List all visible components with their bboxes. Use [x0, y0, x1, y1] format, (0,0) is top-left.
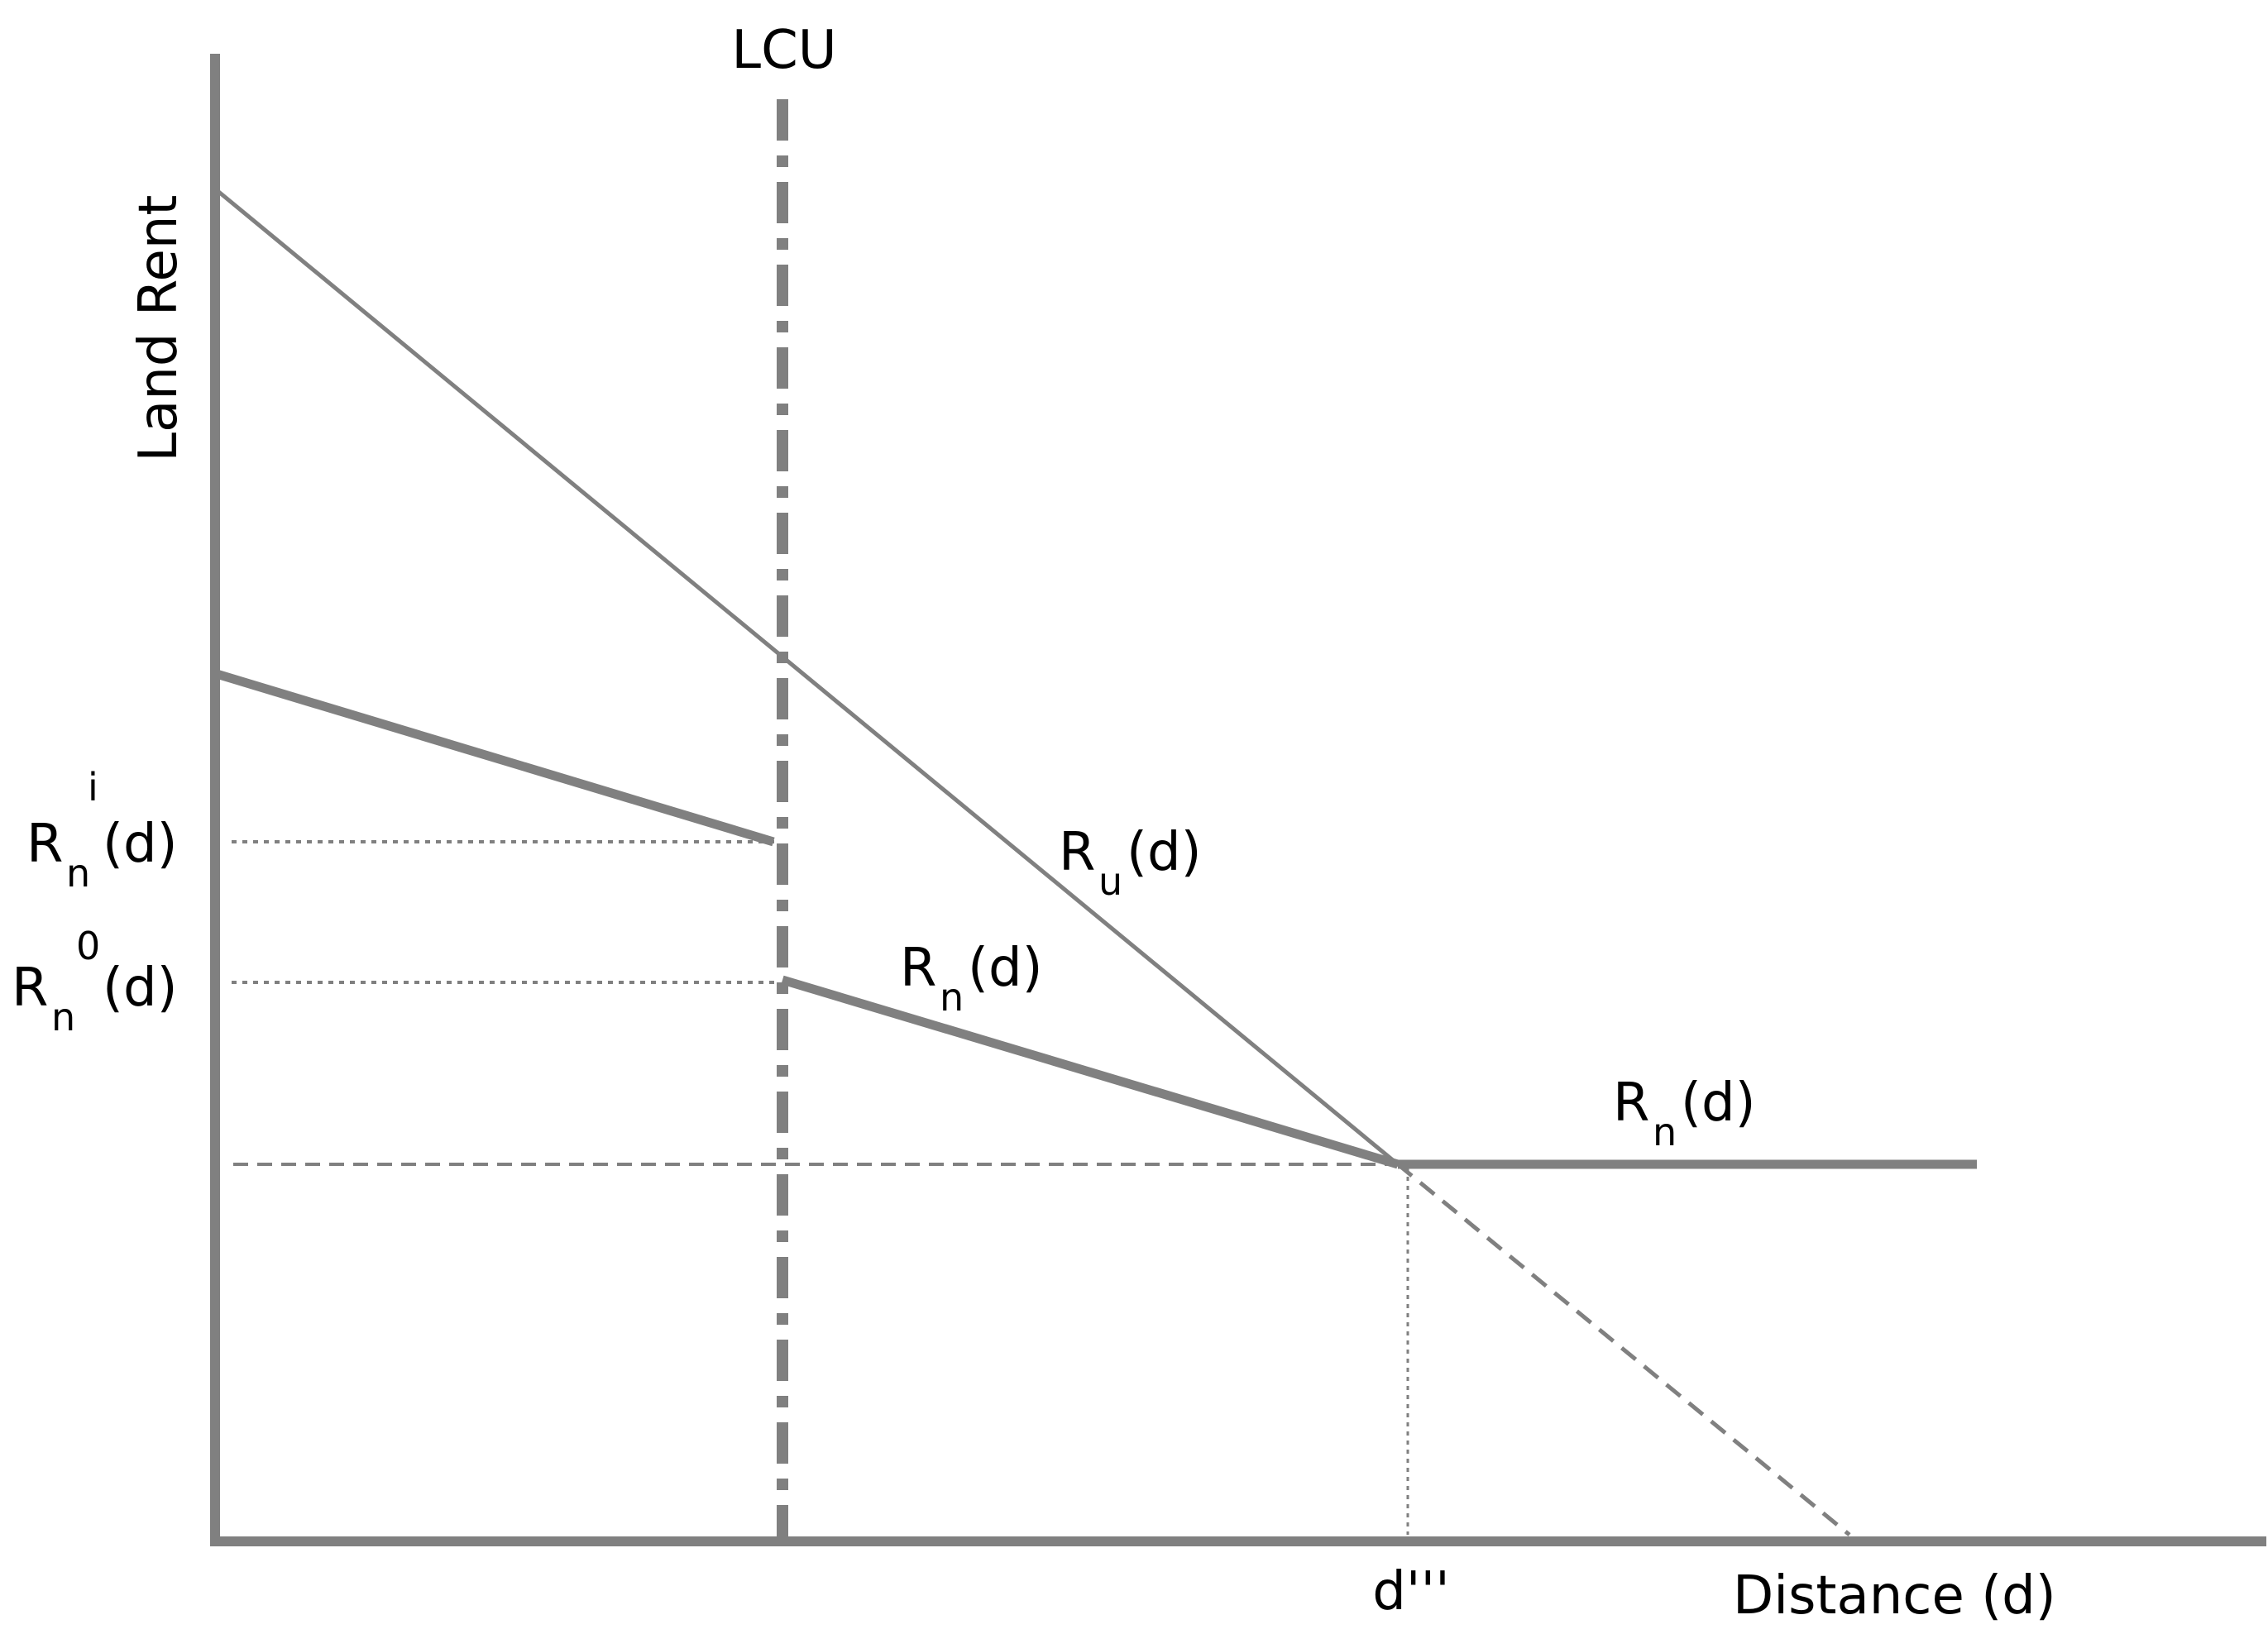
- svg-text:R: R: [900, 938, 936, 999]
- rural-rent-label-mid: R n (d): [900, 938, 1043, 1020]
- rn-i-label: R n i (d): [26, 765, 178, 896]
- rural-rent-label-flat: R n (d): [1613, 1073, 1756, 1154]
- svg-text:R: R: [12, 958, 48, 1019]
- svg-text:n: n: [51, 995, 75, 1039]
- lcu-label: LCU: [731, 20, 836, 81]
- svg-text:(d): (d): [968, 938, 1043, 999]
- svg-text:R: R: [1059, 822, 1095, 883]
- svg-text:n: n: [1653, 1110, 1677, 1154]
- svg-text:R: R: [26, 814, 63, 875]
- svg-text:n: n: [940, 975, 964, 1020]
- svg-text:i: i: [88, 765, 98, 810]
- y-axis-label: Land Rent: [128, 194, 189, 461]
- rural-rent-segment-outer: [781, 975, 1400, 1169]
- urban-rent-curve: [215, 189, 1400, 1166]
- svg-text:(d): (d): [1681, 1073, 1756, 1134]
- urban-rent-curve-extension: [1396, 1163, 1851, 1536]
- urban-rent-label: R u (d): [1059, 822, 1202, 904]
- svg-text:(d): (d): [1127, 822, 1202, 883]
- svg-text:n: n: [66, 851, 90, 896]
- d-threshold-label: d''': [1372, 1561, 1449, 1622]
- svg-text:R: R: [1613, 1073, 1649, 1134]
- svg-text:0: 0: [76, 924, 100, 968]
- x-axis-label: Distance (d): [1733, 1565, 2056, 1627]
- svg-text:(d): (d): [103, 814, 178, 875]
- rural-rent-segment-inner: [215, 669, 775, 847]
- svg-text:(d): (d): [103, 958, 178, 1019]
- rn-0-label: R n 0 (d): [12, 924, 178, 1039]
- svg-text:u: u: [1098, 859, 1122, 904]
